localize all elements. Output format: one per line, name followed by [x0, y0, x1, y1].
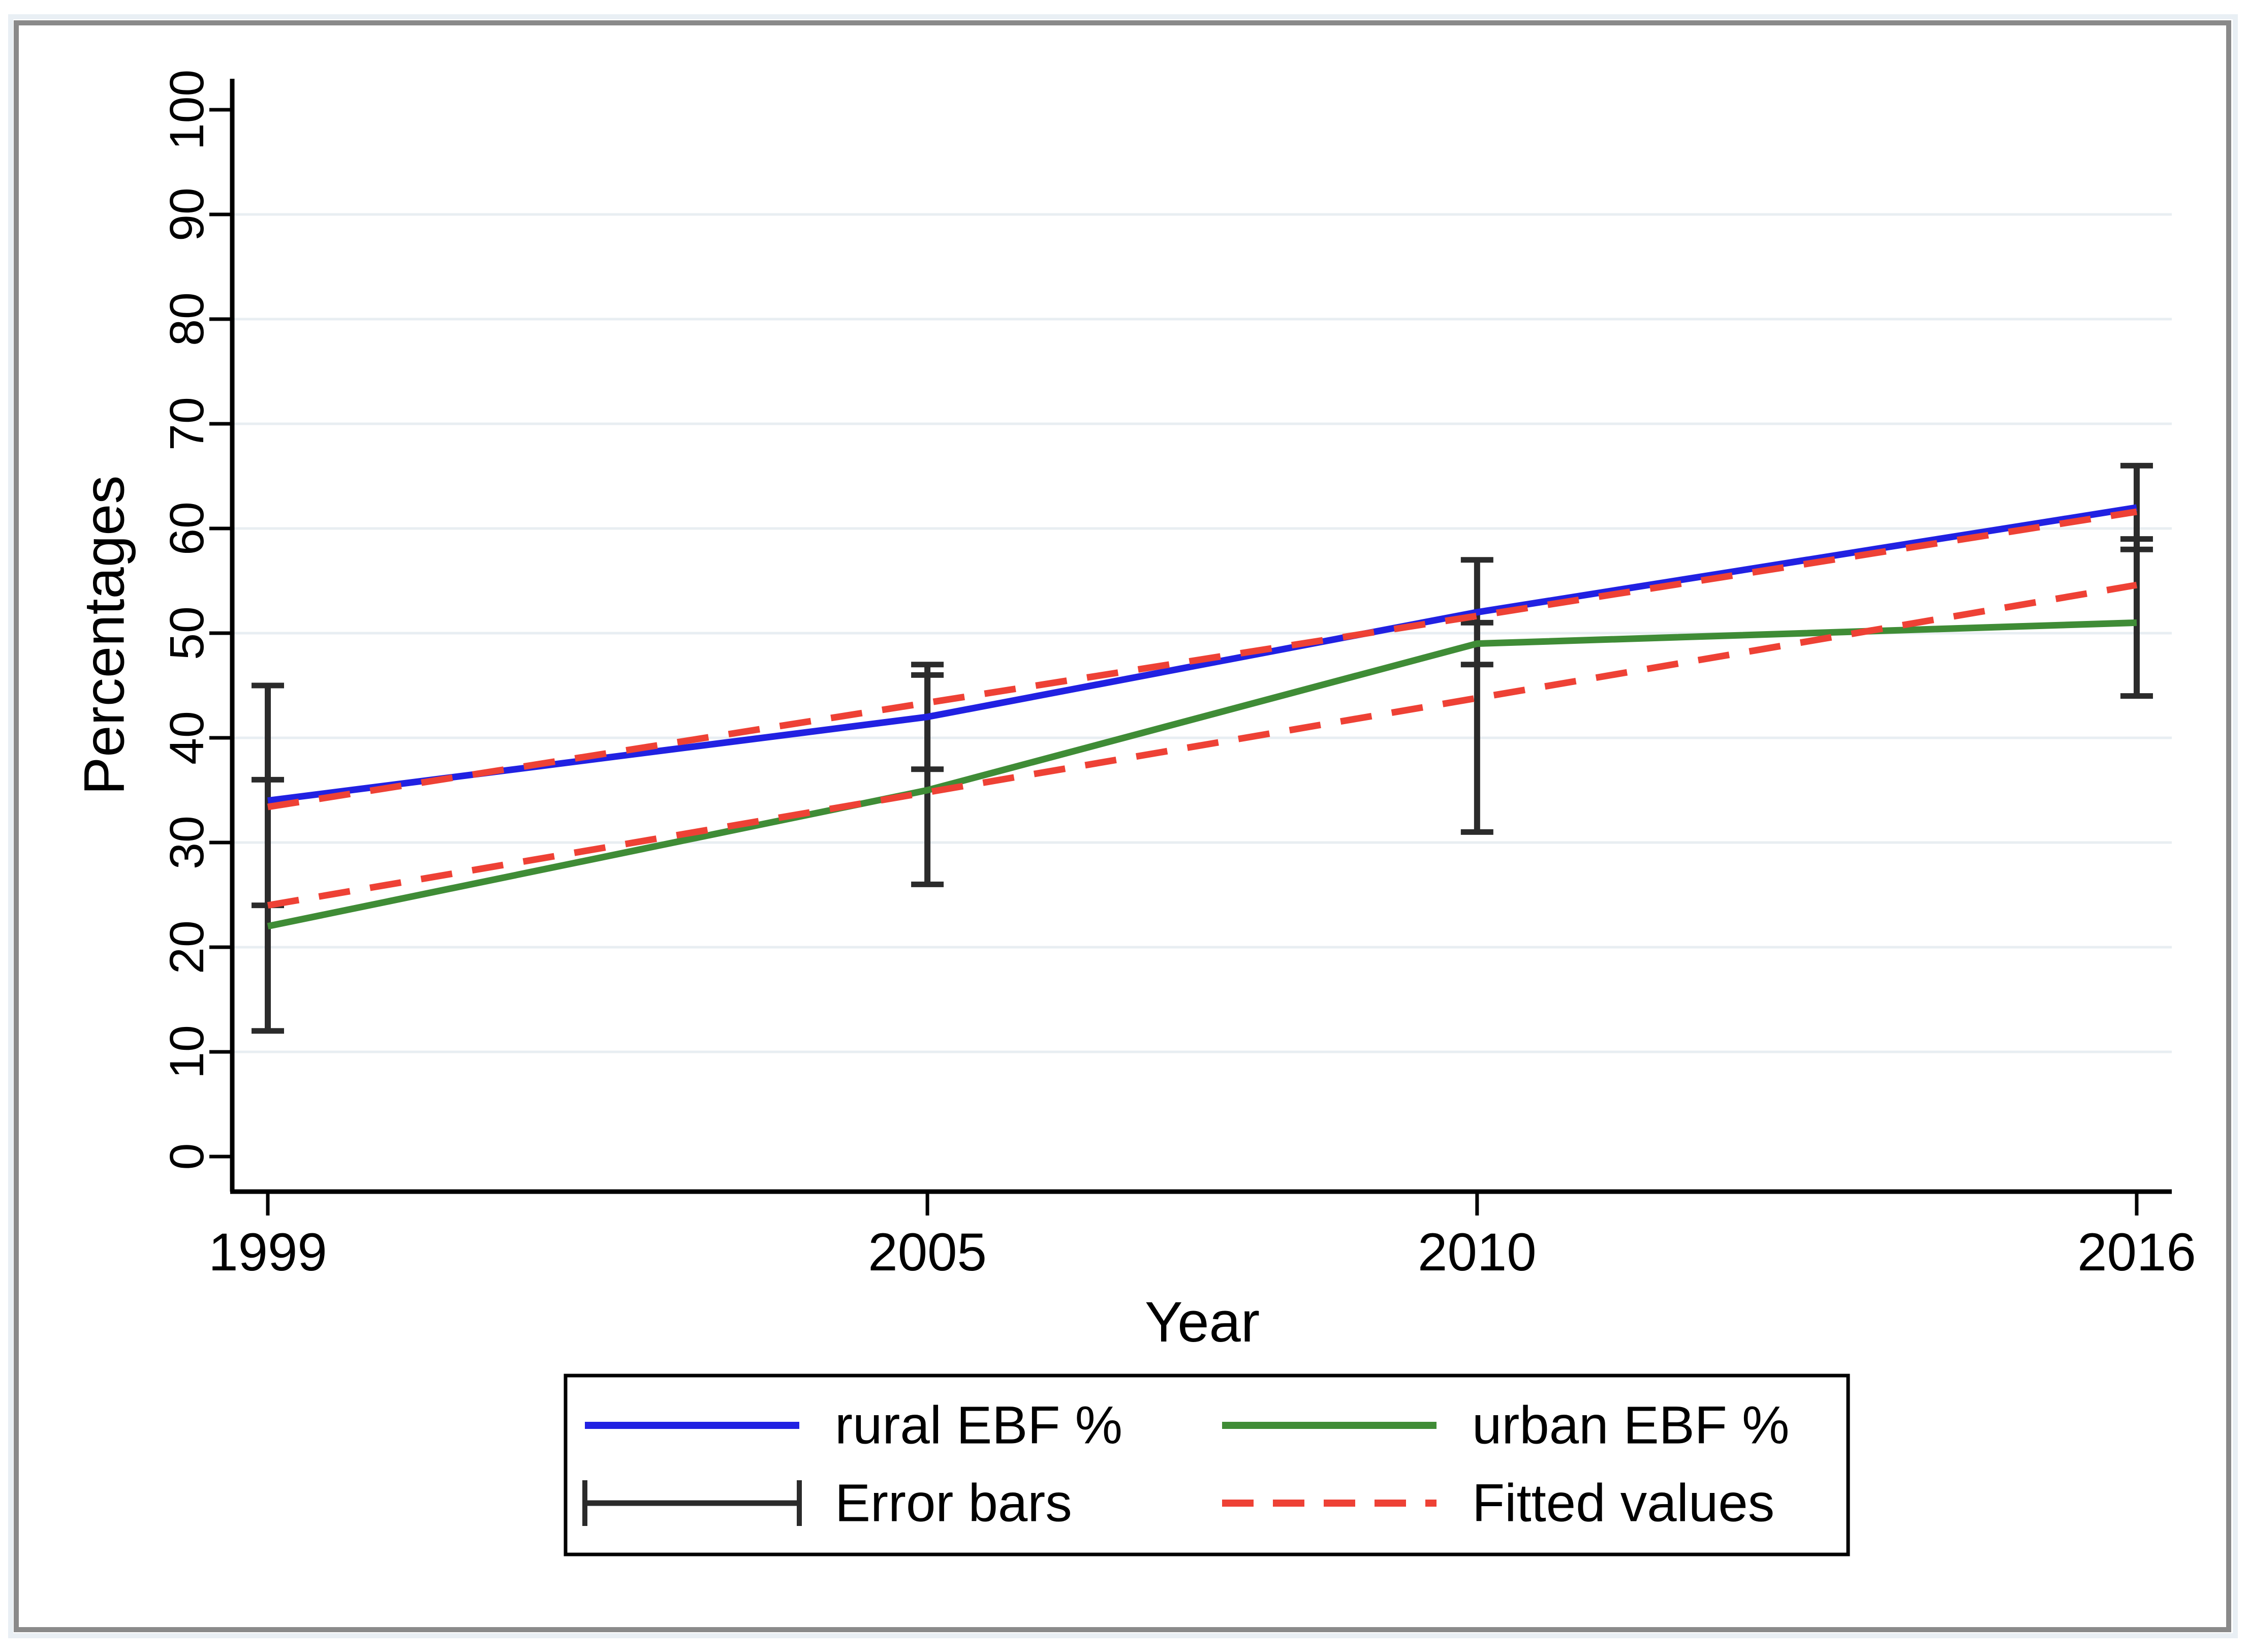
series-line-fitted-values-rural [267, 508, 2137, 811]
legend-label-rural-ebf: rural EBF % [835, 1396, 1122, 1455]
x-tick-label: 1999 [208, 1223, 327, 1282]
axes [230, 79, 2172, 1194]
x-axis-ticks: 1999 2005 2010 2016 [208, 1192, 2196, 1282]
y-tick-label: 90 [160, 188, 214, 241]
y-tick-label: 70 [160, 397, 214, 451]
y-tick-label: 60 [160, 502, 214, 555]
gridlines [232, 213, 2172, 1053]
x-tick-label: 2016 [2077, 1223, 2196, 1282]
legend-label-error-bars: Error bars [835, 1474, 1072, 1533]
legend: rural EBF % urban EBF % Error bars Fitted v… [564, 1374, 1850, 1556]
x-tick-label: 2005 [868, 1223, 987, 1282]
y-tick-label: 20 [160, 920, 214, 974]
legend-box [564, 1374, 1850, 1556]
series-lines [267, 504, 2138, 930]
y-tick-label: 10 [160, 1025, 214, 1079]
legend-label-urban-ebf: urban EBF % [1472, 1396, 1789, 1455]
y-tick-label: 40 [160, 711, 214, 765]
y-tick-label: 0 [160, 1143, 214, 1170]
y-tick-label: 100 [160, 70, 214, 150]
series-line-rural-ebf [267, 504, 2137, 804]
series-line-fitted-values-urban [267, 581, 2138, 909]
y-tick-label: 30 [160, 816, 214, 869]
x-axis-title: Year [1145, 1290, 1260, 1354]
figure-halo [8, 14, 2238, 1638]
series-line-urban-ebf [267, 619, 2137, 930]
y-tick-label: 80 [160, 292, 214, 346]
legend-items: rural EBF % urban EBF % Error bars Fitted v… [582, 1396, 1789, 1533]
error-bars [252, 462, 2153, 1034]
y-tick-label: 50 [160, 606, 214, 660]
figure-border [14, 20, 2231, 1632]
legend-label-fitted-values: Fitted values [1472, 1474, 1774, 1533]
x-tick-label: 2010 [1418, 1223, 1537, 1282]
y-axis-title: Percentages [73, 476, 136, 795]
y-axis-ticks: 0 10 20 30 40 50 60 70 80 90 100 [160, 70, 232, 1170]
